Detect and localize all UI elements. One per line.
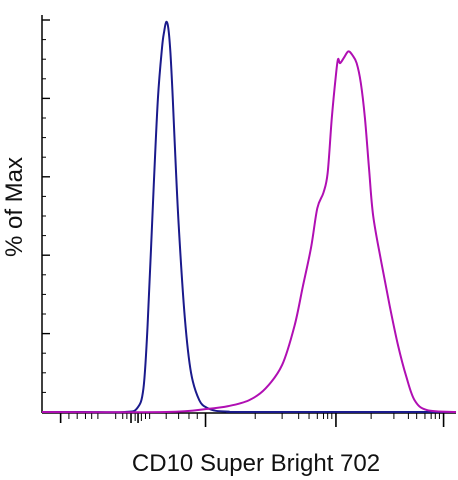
x-axis [42, 412, 456, 427]
x-axis-title: CD10 Super Bright 702 [132, 450, 380, 477]
series-layer [41, 20, 457, 414]
series-line-magenta [41, 50, 457, 414]
y-axis-title: % of Max [1, 157, 28, 257]
y-axis [41, 15, 50, 413]
series-line-blue [42, 20, 457, 414]
